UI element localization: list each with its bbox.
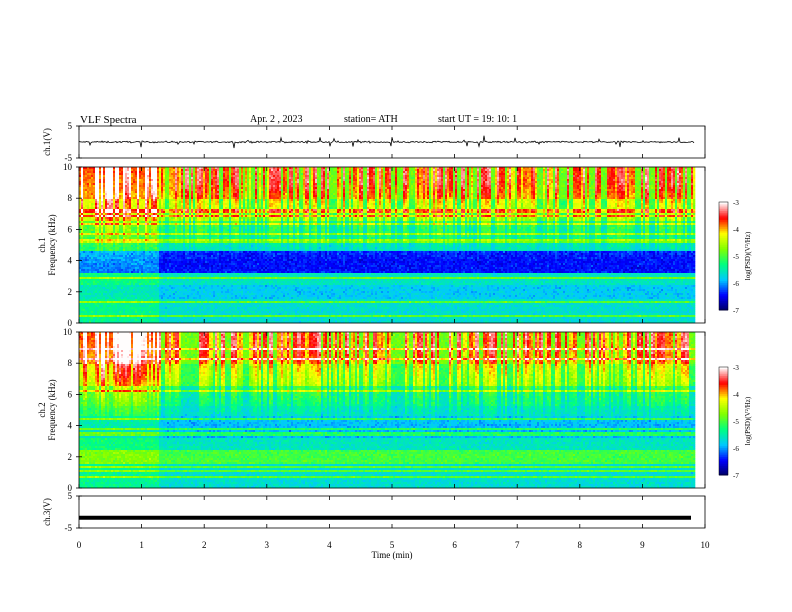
- vlf-spectra-figure: 5-5ch.1(V)0246810ch.1 Frequency (kHz)-3-4…: [0, 0, 792, 612]
- ch2-spectrogram-ytick-label: 10: [63, 327, 73, 337]
- ch2-spectrogram-colorbar-tick: -6: [733, 445, 739, 453]
- x-tick-label: 2: [202, 540, 207, 550]
- ch2-spectrogram-ytick-label: 4: [68, 421, 73, 431]
- ch1-spectrogram-colorbar-tick: -6: [733, 280, 739, 288]
- x-tick-label: 1: [139, 540, 144, 550]
- x-tick-label: 3: [265, 540, 270, 550]
- ch2-spectrogram-ytick-label: 8: [68, 358, 73, 368]
- ch1-spectrogram-colorbar-tick: -5: [733, 253, 739, 261]
- x-tick-label: 6: [452, 540, 457, 550]
- ch3-waveform-ylabel: ch.3(V): [42, 498, 52, 526]
- ch1-spectrogram-cells: [79, 167, 695, 323]
- ch3-waveform-frame: [79, 496, 705, 528]
- ch1-spectrogram-ylabel: ch.1: [37, 237, 47, 252]
- ch1-spectrogram-colorbar-label: log(PSD)(V²/Hz): [744, 231, 752, 280]
- ch1-spectrogram-ylabel: Frequency (kHz): [47, 214, 57, 275]
- ch1-spectrogram-colorbar-tick: -7: [733, 307, 739, 315]
- ch2-spectrogram-colorbar-tick: -7: [733, 472, 739, 480]
- ch2-spectrogram-ylabel: ch.2: [37, 402, 47, 417]
- ch2-spectrogram-colorbar-tick: -5: [733, 418, 739, 426]
- ch1-spectrogram-ytick-label: 10: [63, 162, 73, 172]
- ch1-spectrogram-ytick-label: 6: [68, 224, 73, 234]
- x-tick-label: 7: [515, 540, 520, 550]
- x-tick-label: 5: [390, 540, 395, 550]
- ch1-waveform-trace: [79, 136, 694, 148]
- ch2-spectrogram-colorbar-label: log(PSD)(V²/Hz): [744, 396, 752, 445]
- ch3-waveform-ytick-label: -5: [65, 523, 73, 533]
- ch3-waveform-ytick-label: 5: [68, 491, 73, 501]
- ch1-waveform-ylabel: ch.1(V): [42, 128, 52, 156]
- ch2-spectrogram-cells: [79, 332, 695, 488]
- ch2-spectrogram-colorbar-tick: -3: [733, 364, 739, 372]
- x-tick-label: 0: [77, 540, 82, 550]
- ch1-waveform-ytick-label: 5: [68, 121, 73, 131]
- x-tick-label: 4: [327, 540, 332, 550]
- ch1-spectrogram-colorbar-tick: -3: [733, 199, 739, 207]
- ch2-spectrogram-ylabel: Frequency (kHz): [47, 379, 57, 440]
- ch2-spectrogram-ytick-label: 2: [68, 452, 73, 462]
- ch1-spectrogram-ytick-label: 8: [68, 193, 73, 203]
- ch2-spectrogram-colorbar-tick: -4: [733, 391, 739, 399]
- ch1-spectrogram-ytick-label: 4: [68, 256, 73, 266]
- x-tick-label: 8: [578, 540, 583, 550]
- ch2-spectrogram-ytick-label: 6: [68, 389, 73, 399]
- x-tick-label: 9: [640, 540, 645, 550]
- ch1-spectrogram-colorbar-tick: -4: [733, 226, 739, 234]
- x-tick-label: 10: [701, 540, 711, 550]
- x-axis-label: Time (min): [372, 550, 413, 560]
- ch1-spectrogram-ytick-label: 2: [68, 287, 73, 297]
